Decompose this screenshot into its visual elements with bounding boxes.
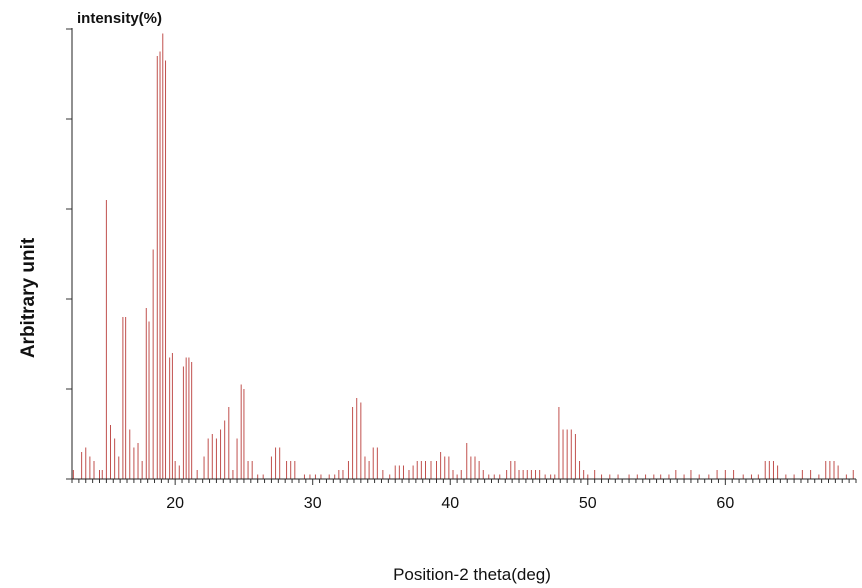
x-tick-labels: 20 30 40 50 60 [166,495,734,512]
x-tick-label: 50 [579,495,597,512]
chart-title: intensity(%) [77,10,162,27]
x-minor-ticks [71,479,857,485]
x-axis-label: Position-2 theta(deg) [393,565,551,584]
x-tick-label: 60 [716,495,734,512]
y-axis-ticks [66,28,72,480]
y-axis-label: Arbitrary unit [18,237,39,358]
x-tick-label: 30 [304,495,322,512]
x-tick-label: 20 [166,495,184,512]
x-tick-label: 40 [441,495,459,512]
bars-group [72,33,854,479]
